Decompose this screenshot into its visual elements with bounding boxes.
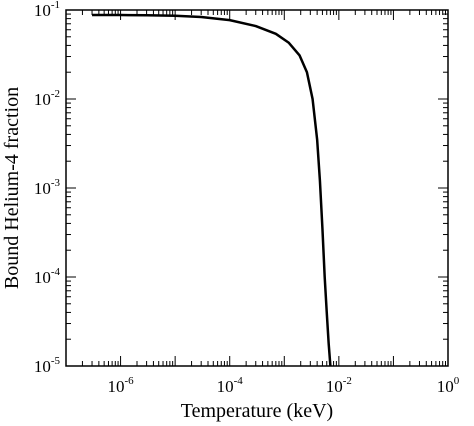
axis-ticks [65, 10, 448, 367]
y-axis-title: Bound Helium-4 fraction [1, 87, 23, 289]
y-tick-label: 10-5 [34, 355, 61, 376]
series-layer [92, 13, 332, 367]
y-tick-label: 10-4 [34, 266, 61, 287]
x-tick-labels: 10-6 10-4 10-2 100 [107, 375, 459, 396]
x-tick-label: 100 [437, 375, 460, 396]
y-tick-label: 10-1 [34, 0, 60, 20]
x-axis-title: Temperature (keV) [181, 400, 333, 422]
x-tick-label: 10-6 [107, 375, 134, 396]
x-tick-label: 10-4 [217, 375, 244, 396]
x-tick-label: 10-2 [326, 375, 352, 396]
y-tick-label: 10-3 [34, 177, 61, 198]
y-tick-labels: 10-5 10-4 10-3 10-2 10-1 [34, 0, 61, 376]
plot-frame [65, 9, 449, 367]
series-line [92, 13, 332, 367]
y-tick-label: 10-2 [34, 88, 60, 109]
